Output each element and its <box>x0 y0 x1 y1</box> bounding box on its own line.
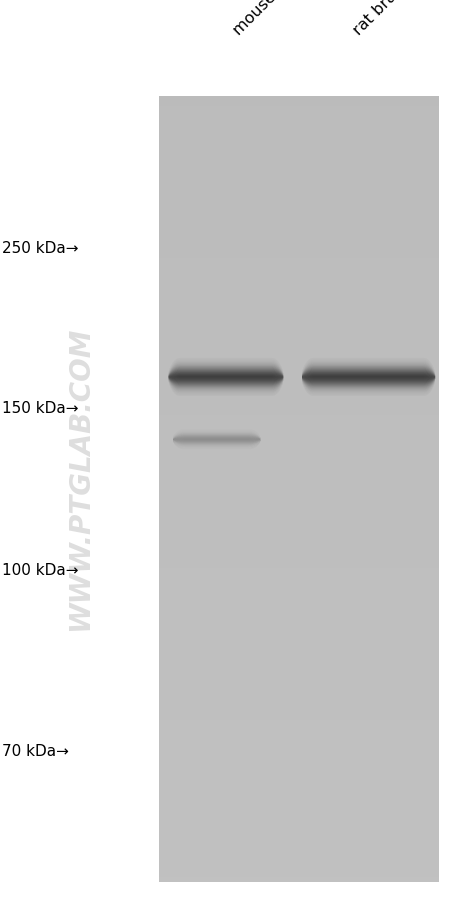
Text: 70 kDa→: 70 kDa→ <box>2 743 69 758</box>
Text: 250 kDa→: 250 kDa→ <box>2 241 78 255</box>
Text: WWW.PTGLAB.COM: WWW.PTGLAB.COM <box>67 326 94 630</box>
Text: 100 kDa→: 100 kDa→ <box>2 563 78 577</box>
Text: 150 kDa→: 150 kDa→ <box>2 400 78 415</box>
Text: rat brain: rat brain <box>350 0 409 38</box>
Text: mouse brain: mouse brain <box>230 0 312 38</box>
